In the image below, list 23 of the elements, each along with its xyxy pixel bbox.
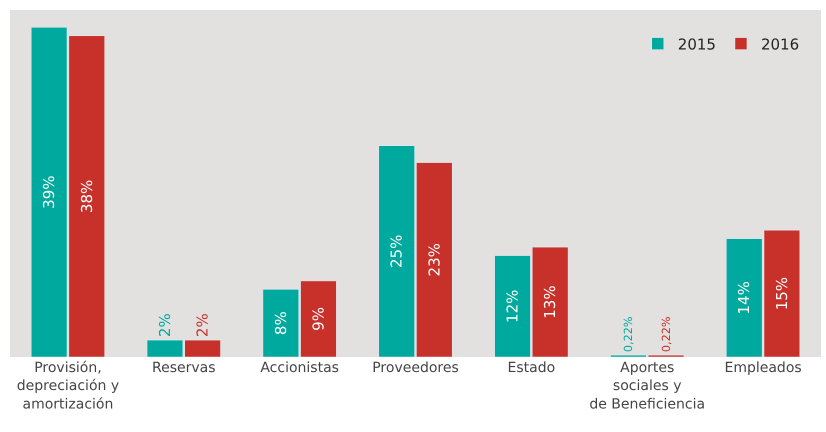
x-tick-label: Proveedores — [372, 360, 459, 376]
x-tick-label: Empleados — [724, 360, 802, 376]
x-tick-label: Estado — [508, 360, 556, 376]
data-label: 0,22% — [660, 316, 673, 352]
data-label: 2% — [194, 313, 212, 338]
data-label: 13% — [541, 285, 560, 319]
data-label: 2% — [156, 313, 174, 338]
data-label: 9% — [309, 307, 328, 331]
data-label: 39% — [40, 176, 58, 209]
data-label: 25% — [388, 234, 406, 268]
data-label: 8% — [272, 311, 290, 336]
legend-label: 2015 — [678, 35, 716, 54]
data-label: 12% — [504, 290, 522, 323]
data-label: 0,22% — [622, 316, 636, 352]
x-tick-label: Aportes sociales y de Beneficiencia — [589, 360, 706, 412]
legend-label: 2016 — [760, 35, 800, 54]
data-label: 14% — [735, 281, 754, 314]
x-tick-label: Reservas — [152, 360, 216, 376]
x-tick-label: Provisión, depreciación y amortización — [16, 360, 120, 412]
data-label: 15% — [772, 276, 791, 310]
data-label: 38% — [78, 180, 96, 214]
x-tick-label: Accionistas — [260, 360, 339, 376]
data-label: 23% — [425, 243, 444, 276]
